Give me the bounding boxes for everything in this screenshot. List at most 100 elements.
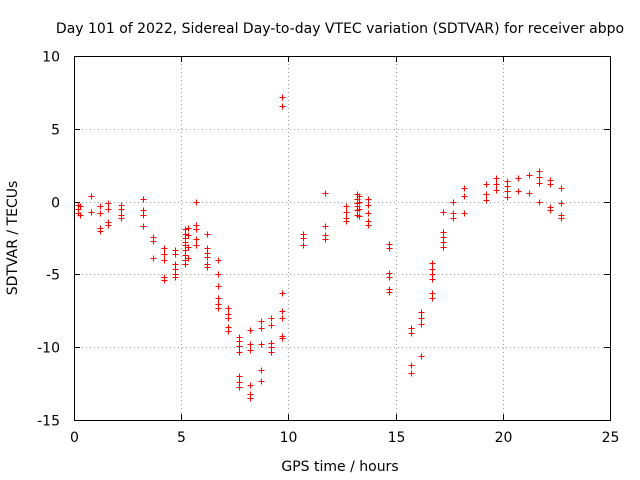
data-point — [247, 382, 254, 389]
data-point — [258, 378, 265, 385]
data-point — [77, 212, 84, 219]
y-tick-label: -10 — [37, 341, 60, 357]
x-tick-label: 15 — [388, 430, 406, 446]
data-point — [105, 206, 112, 213]
data-point — [247, 395, 254, 402]
data-point — [558, 185, 565, 192]
data-point — [515, 175, 522, 182]
data-point — [161, 277, 168, 284]
data-point — [356, 213, 363, 220]
data-point — [105, 222, 112, 229]
data-point — [247, 341, 254, 348]
data-point — [215, 283, 222, 290]
data-point — [258, 325, 265, 332]
x-tick-label: 20 — [495, 430, 513, 446]
data-point — [322, 223, 329, 230]
data-point — [236, 343, 243, 350]
data-point — [185, 244, 192, 251]
data-point — [258, 341, 265, 348]
y-tick-label: 10 — [42, 50, 60, 66]
data-point — [558, 200, 565, 207]
y-axis-label: SDTVAR / TECUs — [5, 181, 21, 296]
data-point — [300, 235, 307, 242]
data-point — [504, 194, 511, 201]
data-point — [450, 215, 457, 222]
data-point — [185, 232, 192, 239]
data-point — [161, 251, 168, 258]
data-point — [429, 295, 436, 302]
data-point — [215, 295, 222, 302]
data-point — [215, 257, 222, 264]
data-point — [386, 245, 393, 252]
data-point — [225, 315, 232, 322]
x-tick-label: 5 — [177, 430, 186, 446]
data-point — [118, 206, 125, 213]
data-point — [526, 190, 533, 197]
data-point — [343, 209, 350, 216]
data-point — [140, 196, 147, 203]
data-point — [536, 180, 543, 187]
data-point — [161, 257, 168, 264]
data-point — [547, 181, 554, 188]
data-point — [279, 308, 286, 315]
data-point — [182, 261, 189, 268]
data-point — [140, 223, 147, 230]
data-point — [418, 321, 425, 328]
data-point — [236, 373, 243, 380]
data-point — [279, 335, 286, 342]
data-point — [279, 94, 286, 101]
data-point — [483, 197, 490, 204]
data-point — [88, 209, 95, 216]
data-point — [418, 315, 425, 322]
data-point — [172, 251, 179, 258]
data-point — [322, 236, 329, 243]
data-point — [408, 370, 415, 377]
data-point — [386, 289, 393, 296]
data-point — [493, 187, 500, 194]
x-tick-label: 10 — [280, 430, 298, 446]
data-point — [536, 199, 543, 206]
data-point — [185, 225, 192, 232]
data-point — [365, 202, 372, 209]
data-point — [172, 274, 179, 281]
data-point — [236, 349, 243, 356]
data-point — [440, 209, 447, 216]
data-point — [526, 172, 533, 179]
x-tick-label: 0 — [70, 430, 79, 446]
data-point — [77, 203, 84, 210]
data-point — [258, 367, 265, 374]
data-point — [429, 276, 436, 283]
data-point — [493, 175, 500, 182]
data-point — [343, 218, 350, 225]
data-point — [225, 305, 232, 312]
y-tick-label: -5 — [46, 268, 60, 284]
data-point — [483, 191, 490, 198]
data-point — [268, 322, 275, 329]
data-point — [88, 193, 95, 200]
data-point — [279, 103, 286, 110]
data-point — [365, 222, 372, 229]
data-point — [215, 305, 222, 312]
data-point — [204, 231, 211, 238]
data-point — [493, 181, 500, 188]
data-point — [536, 174, 543, 181]
plot-frame — [74, 56, 611, 421]
data-point — [343, 203, 350, 210]
data-point — [193, 236, 200, 243]
data-point — [279, 290, 286, 297]
y-tick-label: -15 — [37, 414, 60, 430]
y-tick-label: 0 — [51, 196, 60, 212]
x-tick-label: 25 — [602, 430, 620, 446]
chart-title: Day 101 of 2022, Sidereal Day-to-day VTE… — [56, 21, 624, 37]
data-points — [75, 94, 565, 402]
data-point — [215, 271, 222, 278]
data-point — [236, 384, 243, 391]
data-point — [365, 210, 372, 217]
data-point — [300, 242, 307, 249]
data-point — [193, 199, 200, 206]
data-point — [258, 318, 265, 325]
data-point — [536, 168, 543, 175]
data-point — [356, 206, 363, 213]
data-point — [161, 245, 168, 252]
